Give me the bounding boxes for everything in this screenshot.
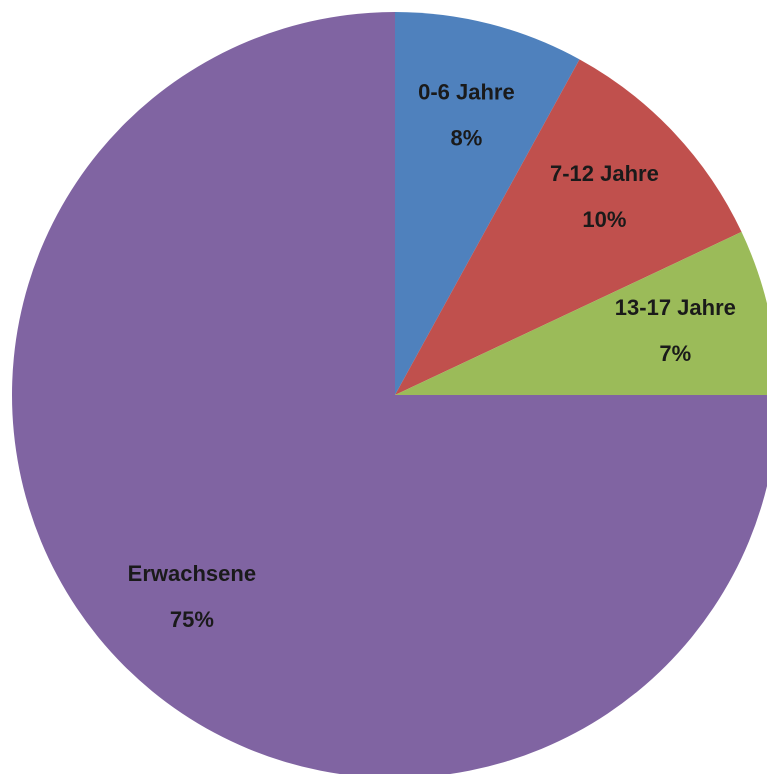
slice-value-label: 10% bbox=[582, 207, 626, 232]
slice-value-label: 7% bbox=[659, 341, 691, 366]
pie-slice bbox=[395, 231, 767, 395]
slice-category-label: 13-17 Jahre bbox=[615, 295, 736, 320]
slice-category-label: 0-6 Jahre bbox=[418, 80, 515, 105]
slice-value-label: 8% bbox=[451, 126, 483, 151]
pie-slice bbox=[395, 59, 742, 395]
pie-slice bbox=[12, 12, 767, 774]
slice-category-label: 7-12 Jahre bbox=[550, 161, 659, 186]
pie-slice bbox=[395, 12, 580, 395]
slice-value-label: 75% bbox=[170, 607, 214, 632]
slice-category-label: Erwachsene bbox=[128, 561, 256, 586]
